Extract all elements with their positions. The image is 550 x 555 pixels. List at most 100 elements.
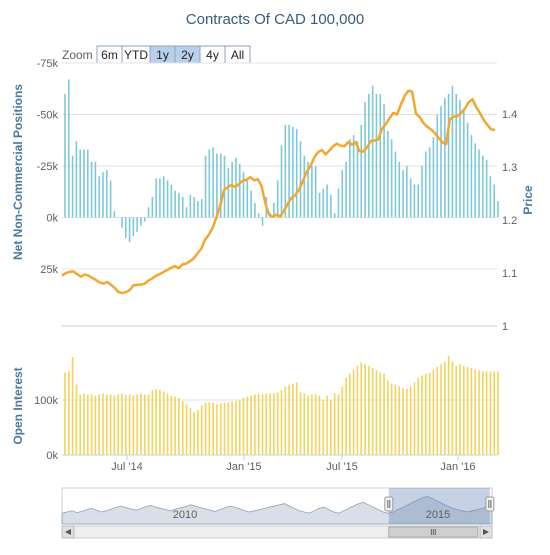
zoom-button-6m[interactable]: 6m	[96, 45, 123, 64]
positions-bar	[162, 176, 165, 218]
open-interest-bar	[497, 371, 499, 455]
navigator-handle[interactable]	[485, 496, 495, 512]
price-axis-title: Price	[521, 185, 535, 215]
navigator-selection[interactable]	[388, 488, 490, 524]
positions-bar	[390, 139, 393, 218]
open-interest-bar	[402, 387, 404, 455]
navigator-scrollbar[interactable]	[61, 525, 493, 539]
positions-bar	[489, 176, 492, 218]
navigator-label: 2010	[173, 509, 197, 521]
positions-bar	[349, 139, 351, 218]
positions-axis-title: Net Non-Commercial Positions	[11, 84, 25, 260]
navigator[interactable]: 2010 2015	[61, 487, 495, 539]
navigator-handle-body[interactable]	[384, 496, 394, 512]
open-interest-bar	[121, 393, 123, 455]
open-interest-bar	[337, 394, 340, 455]
positions-bar	[98, 176, 100, 218]
open-interest-bar	[86, 394, 89, 455]
open-interest-bar	[482, 371, 484, 455]
zoom-button-label: All	[231, 48, 244, 62]
positions-bar	[432, 137, 435, 218]
positions-bar	[303, 155, 306, 218]
positions-bar	[337, 188, 340, 218]
open-interest-bar	[124, 394, 127, 455]
positions-bar	[375, 93, 378, 218]
positions-tick-label: 25k	[40, 264, 58, 276]
price-tick-label: 1.2	[502, 215, 517, 227]
navigator-handle-body[interactable]	[485, 496, 495, 512]
open-interest-bar	[421, 375, 423, 455]
open-interest-bar	[428, 372, 431, 455]
positions-bar	[216, 153, 218, 218]
positions-tick-label: -50k	[37, 110, 59, 122]
zoom-selector: Zoom 6m YTD 1y 2y 4y All	[62, 45, 251, 64]
open-interest-bar	[463, 365, 465, 455]
open-interest-bar	[117, 394, 119, 455]
open-interest-bar	[299, 392, 302, 455]
open-interest-bar	[451, 361, 454, 455]
zoom-button-4y[interactable]: 4y	[199, 45, 226, 64]
open-interest-bar	[273, 393, 275, 455]
open-interest-bar	[166, 393, 169, 455]
open-interest-bar	[371, 368, 374, 455]
price-tick-label: 1	[502, 321, 508, 333]
zoom-button-label: YTD	[124, 48, 148, 62]
navigator-handle[interactable]	[384, 496, 394, 512]
positions-bar	[322, 188, 325, 218]
positions-bar	[238, 163, 241, 218]
positions-bar	[242, 172, 245, 218]
open-interest-bar	[155, 389, 157, 455]
positions-bar	[398, 161, 401, 218]
positions-bars	[64, 79, 499, 243]
open-interest-bar	[470, 368, 473, 455]
open-interest-bar	[440, 364, 442, 455]
positions-bar	[455, 93, 458, 218]
open-interest-bar	[219, 403, 222, 455]
positions-bar	[379, 93, 382, 218]
open-interest-bar	[151, 390, 154, 455]
open-interest-bar	[288, 384, 290, 455]
positions-bar	[193, 196, 195, 218]
positions-bar	[212, 147, 214, 218]
positions-bar	[189, 194, 192, 218]
open-interest-bar	[322, 400, 325, 455]
zoom-button-1y[interactable]: 1y	[149, 45, 176, 64]
zoom-button-label: 6m	[101, 48, 118, 62]
zoom-button-all[interactable]: All	[224, 45, 251, 64]
price-line-group	[61, 89, 496, 295]
open-interest-bar	[174, 396, 176, 455]
open-interest-bar	[143, 394, 146, 455]
open-interest-bar	[140, 393, 142, 455]
open-interest-bar	[90, 394, 93, 455]
open-interest-bar	[360, 362, 363, 455]
positions-bar	[360, 124, 363, 218]
open-interest-bar	[170, 395, 173, 455]
zoom-button-ytd[interactable]: YTD	[121, 45, 151, 64]
open-interest-bar	[295, 382, 298, 455]
open-interest-bar	[352, 369, 355, 455]
open-interest-bar	[489, 371, 492, 455]
positions-bar	[254, 203, 256, 218]
open-interest-axis-title: Open Interest	[11, 367, 25, 444]
positions-bar	[470, 135, 473, 218]
price-line	[61, 89, 496, 295]
open-interest-bar	[409, 386, 412, 455]
open-interest-bar	[204, 402, 207, 455]
open-interest-bar	[75, 384, 78, 455]
navigator-series	[61, 495, 493, 525]
open-interest-bar	[333, 393, 336, 455]
positions-bar	[284, 124, 287, 218]
open-interest-bar	[307, 395, 309, 455]
positions-bar	[413, 184, 416, 218]
open-interest-bar	[238, 400, 241, 455]
positions-bar	[257, 213, 260, 218]
open-interest-bar	[227, 402, 230, 455]
positions-bar	[83, 149, 85, 218]
open-interest-bar	[147, 394, 150, 455]
positions-bar	[261, 217, 264, 226]
open-interest-bar	[83, 393, 85, 455]
positions-bar	[79, 149, 81, 218]
positions-bar	[440, 106, 442, 218]
open-interest-bar	[368, 365, 370, 455]
zoom-button-2y[interactable]: 2y	[174, 45, 201, 64]
